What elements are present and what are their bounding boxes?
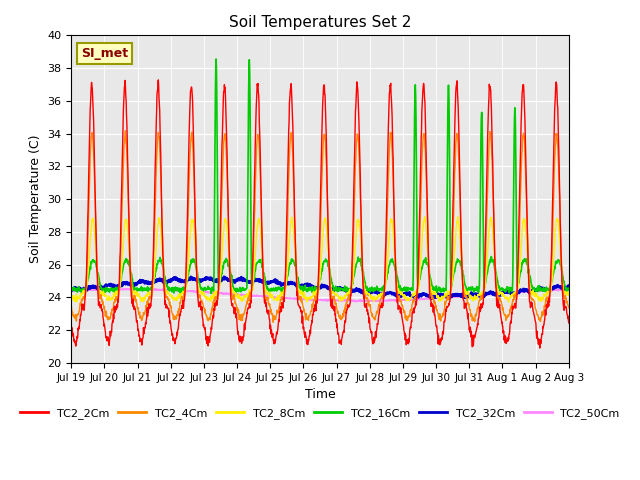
Legend: TC2_2Cm, TC2_4Cm, TC2_8Cm, TC2_16Cm, TC2_32Cm, TC2_50Cm: TC2_2Cm, TC2_4Cm, TC2_8Cm, TC2_16Cm, TC2… — [16, 403, 624, 423]
TC2_8Cm — [505, 300, 513, 305]
TC2_32Cm — [178, 277, 186, 283]
TC2_16Cm — [463, 287, 470, 293]
TC2_8Cm — [565, 292, 573, 298]
Y-axis label: Soil Temperature (C): Soil Temperature (C) — [29, 135, 42, 264]
TC2_50Cm — [397, 297, 405, 303]
TC2_2Cm — [166, 318, 174, 324]
Line: TC2_4Cm: TC2_4Cm — [71, 131, 569, 322]
TC2_2Cm — [179, 302, 186, 308]
TC2_8Cm — [397, 292, 404, 298]
TC2_8Cm — [67, 295, 75, 300]
TC2_32Cm — [397, 294, 405, 300]
TC2_4Cm — [506, 309, 514, 314]
TC2_2Cm — [565, 320, 573, 326]
X-axis label: Time: Time — [305, 388, 335, 401]
TC2_2Cm — [536, 345, 543, 351]
TC2_2Cm — [506, 322, 514, 327]
TC2_16Cm — [506, 287, 514, 293]
Line: TC2_8Cm: TC2_8Cm — [71, 216, 569, 302]
TC2_50Cm — [112, 286, 120, 291]
TC2_8Cm — [166, 293, 173, 299]
TC2_4Cm — [166, 303, 174, 309]
TC2_50Cm — [352, 299, 360, 305]
TC2_50Cm — [463, 293, 470, 299]
TC2_16Cm — [67, 287, 75, 292]
Text: SI_met: SI_met — [81, 47, 128, 60]
TC2_50Cm — [67, 288, 75, 294]
TC2_4Cm — [122, 128, 129, 133]
TC2_4Cm — [179, 294, 186, 300]
TC2_32Cm — [565, 285, 573, 290]
TC2_32Cm — [220, 274, 228, 280]
TC2_4Cm — [397, 301, 405, 307]
TC2_2Cm — [67, 321, 75, 326]
TC2_16Cm — [207, 290, 215, 296]
TC2_4Cm — [269, 319, 277, 325]
TC2_2Cm — [397, 311, 405, 316]
TC2_16Cm — [166, 287, 173, 292]
TC2_50Cm — [565, 287, 573, 293]
TC2_32Cm — [67, 287, 75, 293]
TC2_16Cm — [178, 285, 186, 291]
TC2_2Cm — [462, 305, 470, 311]
TC2_8Cm — [506, 295, 514, 300]
TC2_16Cm — [565, 285, 573, 291]
TC2_8Cm — [178, 290, 186, 296]
TC2_50Cm — [179, 288, 186, 294]
TC2_4Cm — [234, 310, 242, 315]
TC2_50Cm — [506, 289, 514, 295]
TC2_8Cm — [462, 292, 470, 298]
TC2_50Cm — [166, 287, 174, 293]
TC2_2Cm — [154, 77, 162, 83]
Title: Soil Temperatures Set 2: Soil Temperatures Set 2 — [229, 15, 411, 30]
TC2_16Cm — [234, 288, 242, 293]
TC2_16Cm — [397, 286, 405, 291]
TC2_32Cm — [166, 278, 173, 284]
TC2_4Cm — [565, 305, 573, 311]
Line: TC2_50Cm: TC2_50Cm — [71, 288, 569, 302]
TC2_32Cm — [463, 294, 470, 300]
TC2_32Cm — [234, 276, 242, 282]
TC2_8Cm — [234, 295, 241, 300]
Line: TC2_16Cm: TC2_16Cm — [71, 59, 569, 293]
TC2_16Cm — [212, 56, 220, 62]
Line: TC2_32Cm: TC2_32Cm — [71, 277, 569, 299]
TC2_4Cm — [463, 294, 470, 300]
Line: TC2_2Cm: TC2_2Cm — [71, 80, 569, 348]
TC2_32Cm — [428, 296, 435, 301]
TC2_32Cm — [506, 290, 514, 296]
TC2_2Cm — [234, 331, 242, 337]
TC2_8Cm — [420, 214, 428, 219]
TC2_4Cm — [67, 303, 75, 309]
TC2_50Cm — [234, 292, 242, 298]
